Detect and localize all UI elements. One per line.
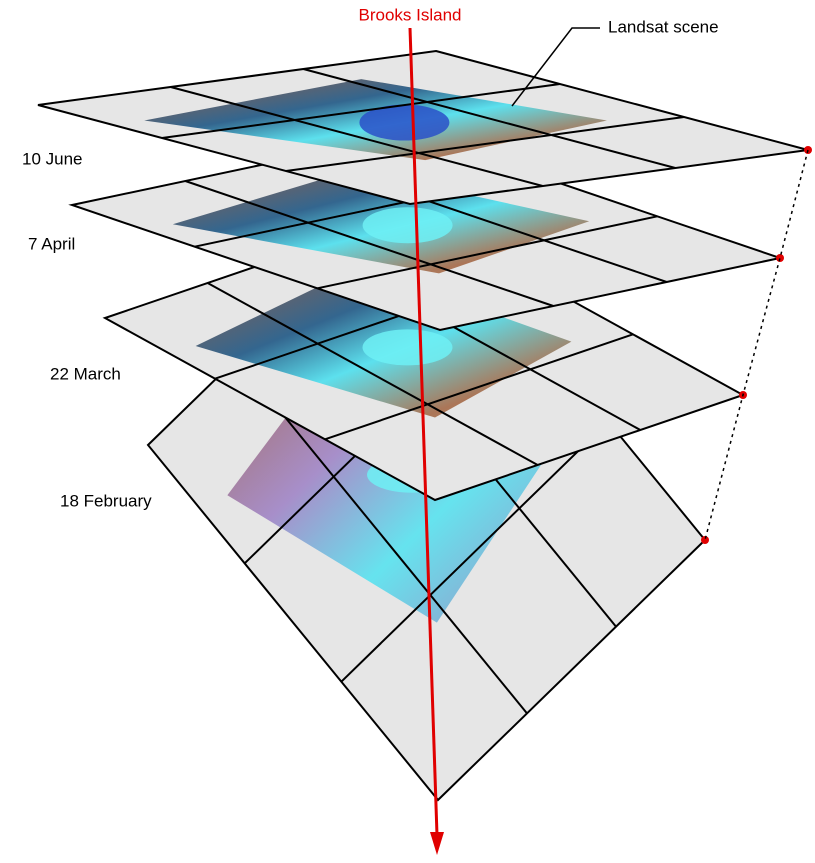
corner-dot — [776, 254, 784, 262]
callout-label: Landsat scene — [608, 17, 719, 36]
grid-line — [317, 215, 658, 290]
layer — [68, 131, 784, 332]
corner-dot — [701, 536, 709, 544]
location-label: Brooks Island — [359, 5, 462, 24]
grid-line — [303, 68, 676, 169]
grid-line — [285, 116, 685, 172]
water-body — [362, 207, 453, 244]
layer-label: 7 April — [28, 234, 75, 253]
grid-line — [170, 86, 543, 187]
layer-label: 18 February — [60, 491, 152, 510]
water-body — [359, 104, 450, 141]
layer — [37, 49, 812, 206]
layer-label: 22 March — [50, 364, 121, 383]
axis-arrow — [408, 27, 439, 836]
grid-line — [185, 180, 554, 307]
arrow-head — [430, 832, 444, 855]
callout-line — [511, 27, 600, 107]
grid-line — [207, 282, 539, 466]
layer-labels: 18 February 22 March 7 April 10 June — [22, 149, 152, 510]
grid-line — [324, 333, 634, 441]
grid-line — [161, 83, 561, 139]
layer-label: 10 June — [22, 149, 83, 168]
grid-line — [340, 420, 610, 683]
dotted-link — [704, 149, 809, 541]
layers — [37, 49, 812, 802]
layer — [102, 211, 747, 502]
water-body — [362, 329, 453, 366]
